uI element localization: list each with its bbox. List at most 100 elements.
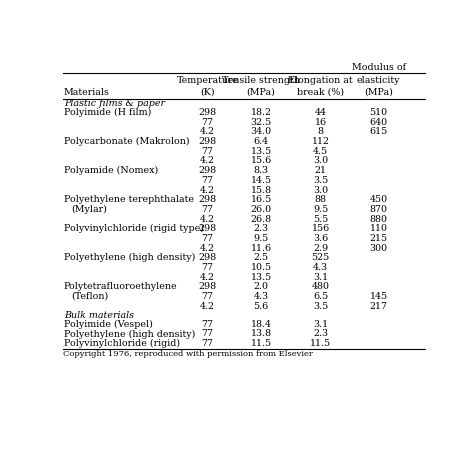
Text: 298: 298 — [199, 224, 217, 233]
Text: 10.5: 10.5 — [250, 263, 272, 272]
Text: 4.2: 4.2 — [200, 214, 215, 224]
Text: 4.3: 4.3 — [254, 292, 269, 301]
Text: 15.6: 15.6 — [250, 157, 272, 166]
Text: Polycarbonate (Makrolon): Polycarbonate (Makrolon) — [64, 137, 189, 146]
Text: 18.4: 18.4 — [251, 320, 272, 329]
Text: 2.3: 2.3 — [313, 330, 328, 339]
Text: Elongation at
break (%): Elongation at break (%) — [288, 76, 353, 96]
Text: 13.8: 13.8 — [250, 330, 272, 339]
Text: Polyamide (Nomex): Polyamide (Nomex) — [64, 166, 158, 175]
Text: 298: 298 — [199, 282, 217, 291]
Text: Polyethylene (high density): Polyethylene (high density) — [64, 329, 195, 339]
Text: 3.1: 3.1 — [313, 320, 328, 329]
Text: 26.0: 26.0 — [250, 205, 272, 214]
Text: 4.2: 4.2 — [200, 302, 215, 310]
Text: 2.5: 2.5 — [254, 253, 269, 262]
Text: 21: 21 — [315, 166, 327, 175]
Text: 4.2: 4.2 — [200, 128, 215, 136]
Text: 510: 510 — [370, 108, 388, 117]
Text: 298: 298 — [199, 195, 217, 204]
Text: 88: 88 — [315, 195, 327, 204]
Text: 5.5: 5.5 — [313, 214, 328, 224]
Text: 11.5: 11.5 — [310, 339, 331, 348]
Text: Plastic films & paper: Plastic films & paper — [64, 99, 164, 108]
Text: (Teflon): (Teflon) — [71, 292, 108, 301]
Text: 15.8: 15.8 — [250, 186, 272, 195]
Text: 77: 77 — [201, 330, 214, 339]
Text: Polyimide (Vespel): Polyimide (Vespel) — [64, 320, 153, 329]
Text: 8: 8 — [318, 128, 324, 136]
Text: 4.5: 4.5 — [313, 147, 328, 156]
Text: 3.6: 3.6 — [313, 234, 328, 243]
Text: 77: 77 — [201, 320, 214, 329]
Text: 13.5: 13.5 — [250, 272, 272, 281]
Text: Copyright 1976, reproduced with permission from Elsevier: Copyright 1976, reproduced with permissi… — [63, 350, 313, 358]
Text: 3.1: 3.1 — [313, 272, 328, 281]
Text: 9.5: 9.5 — [313, 205, 328, 214]
Text: 32.5: 32.5 — [250, 118, 272, 127]
Text: 11.5: 11.5 — [250, 339, 272, 348]
Text: 4.3: 4.3 — [313, 263, 328, 272]
Text: 615: 615 — [370, 128, 388, 136]
Text: 34.0: 34.0 — [250, 128, 272, 136]
Text: 44: 44 — [315, 108, 327, 117]
Text: 77: 77 — [201, 263, 214, 272]
Text: 77: 77 — [201, 234, 214, 243]
Text: 110: 110 — [370, 224, 388, 233]
Text: 9.5: 9.5 — [254, 234, 269, 243]
Text: Modulus of: Modulus of — [352, 63, 406, 72]
Text: 450: 450 — [370, 195, 388, 204]
Text: 2.0: 2.0 — [254, 282, 269, 291]
Text: 3.0: 3.0 — [313, 157, 328, 166]
Text: (Mylar): (Mylar) — [71, 205, 107, 214]
Text: 3.5: 3.5 — [313, 302, 328, 310]
Text: 480: 480 — [312, 282, 330, 291]
Text: 298: 298 — [199, 253, 217, 262]
Text: Polyethylene terephthalate: Polyethylene terephthalate — [64, 195, 194, 204]
Text: 4.2: 4.2 — [200, 272, 215, 281]
Text: 77: 77 — [201, 205, 214, 214]
Text: 6.5: 6.5 — [313, 292, 328, 301]
Text: 77: 77 — [201, 176, 214, 185]
Text: Tensile strength
(MPa): Tensile strength (MPa) — [222, 76, 300, 96]
Text: 298: 298 — [199, 137, 217, 146]
Text: 77: 77 — [201, 339, 214, 348]
Text: 880: 880 — [370, 214, 388, 224]
Text: 300: 300 — [370, 243, 388, 253]
Text: 3.0: 3.0 — [313, 186, 328, 195]
Text: 4.2: 4.2 — [200, 243, 215, 253]
Text: 16.5: 16.5 — [250, 195, 272, 204]
Text: 640: 640 — [370, 118, 388, 127]
Text: elasticity
(MPa): elasticity (MPa) — [357, 76, 401, 96]
Text: 6.4: 6.4 — [254, 137, 269, 146]
Text: Temperature
(K): Temperature (K) — [177, 76, 239, 96]
Text: 145: 145 — [370, 292, 388, 301]
Text: Materials: Materials — [64, 88, 109, 97]
Text: 2.9: 2.9 — [313, 243, 328, 253]
Text: Polytetrafluoroethylene: Polytetrafluoroethylene — [64, 282, 177, 291]
Text: Bulk materials: Bulk materials — [64, 311, 134, 320]
Text: 13.5: 13.5 — [250, 147, 272, 156]
Text: 215: 215 — [370, 234, 388, 243]
Text: 525: 525 — [311, 253, 330, 262]
Text: 8.3: 8.3 — [254, 166, 269, 175]
Text: 77: 77 — [201, 292, 214, 301]
Text: 112: 112 — [312, 137, 330, 146]
Text: 217: 217 — [370, 302, 388, 310]
Text: Polyvinylchloride (rigid type): Polyvinylchloride (rigid type) — [64, 224, 204, 233]
Text: 77: 77 — [201, 147, 214, 156]
Text: 2.3: 2.3 — [254, 224, 269, 233]
Text: Polyvinylchloride (rigid): Polyvinylchloride (rigid) — [64, 339, 180, 348]
Text: 18.2: 18.2 — [251, 108, 272, 117]
Text: 298: 298 — [199, 166, 217, 175]
Text: 4.2: 4.2 — [200, 186, 215, 195]
Text: Polyethylene (high density): Polyethylene (high density) — [64, 253, 195, 262]
Text: Polyimide (H film): Polyimide (H film) — [64, 108, 151, 117]
Text: 156: 156 — [311, 224, 330, 233]
Text: 26.8: 26.8 — [250, 214, 272, 224]
Text: 14.5: 14.5 — [250, 176, 272, 185]
Text: 870: 870 — [370, 205, 388, 214]
Text: 298: 298 — [199, 108, 217, 117]
Text: 11.6: 11.6 — [250, 243, 272, 253]
Text: 3.5: 3.5 — [313, 176, 328, 185]
